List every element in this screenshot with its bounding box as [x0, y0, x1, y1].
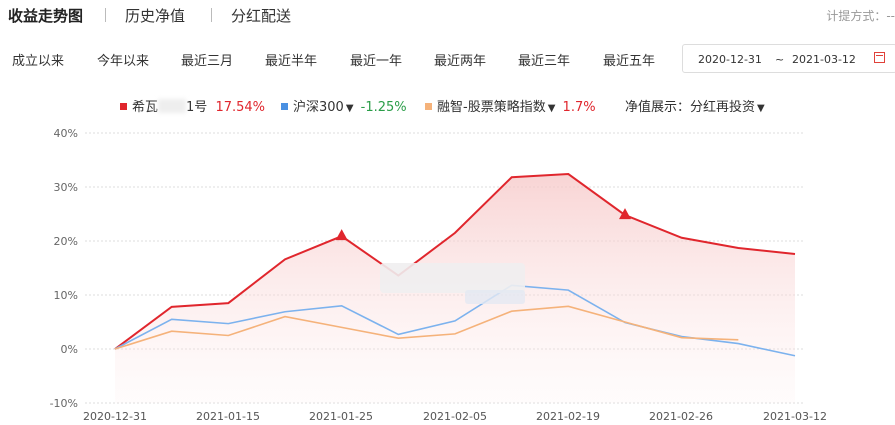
range-selector: 成立以来 今年以来 最近三月 最近半年 最近一年 最近两年 最近三年 最近五年	[0, 46, 895, 74]
tab-divider	[105, 8, 106, 22]
start-date[interactable]: 2020-12-31	[698, 53, 762, 66]
chevron-down-icon[interactable]: ▼	[547, 103, 556, 114]
tab-dividend[interactable]: 分红配送	[231, 7, 292, 25]
trade-marker[interactable]	[619, 208, 631, 220]
y-tick-label: 30%	[54, 181, 78, 194]
chevron-down-icon[interactable]: ▼	[757, 103, 765, 114]
range-1y[interactable]: 最近一年	[350, 54, 403, 69]
chevron-down-icon[interactable]: ▼	[345, 103, 354, 114]
y-tick-label: 10%	[54, 289, 78, 302]
x-axis: 2020-12-31 2021-01-15 2021-01-25 2021-02-05…	[83, 410, 827, 423]
range-6m[interactable]: 最近半年	[265, 54, 318, 69]
range-3m[interactable]: 最近三月	[181, 54, 234, 69]
x-tick-label: 2021-03-12	[763, 410, 827, 423]
x-tick-label: 2021-02-05	[423, 410, 487, 423]
tab-divider	[211, 8, 212, 22]
date-range-picker[interactable]: 2020-12-31 ~ 2021-03-12	[682, 44, 895, 73]
calendar-icon[interactable]	[874, 52, 885, 63]
trade-marker[interactable]	[335, 229, 348, 241]
range-5y[interactable]: 最近五年	[603, 54, 656, 69]
range-3y[interactable]: 最近三年	[518, 54, 571, 69]
tab-history-nav[interactable]: 历史净值	[125, 7, 186, 25]
range-2y[interactable]: 最近两年	[434, 54, 487, 69]
x-tick-label: 2021-01-25	[309, 410, 373, 423]
chart-legend: 希瓦 1号 17.54% 沪深300 ▼ -1.25% 融智-股票策略指数 ▼ 1.7…	[0, 95, 895, 115]
range-since-inception[interactable]: 成立以来	[12, 54, 65, 69]
tab-yield-trend[interactable]: 收益走势图	[8, 7, 84, 25]
accrual-method-text: 计提方式：--	[826, 9, 895, 23]
legend-fund-name-prefix: 希瓦	[132, 100, 159, 115]
legend-item-hs300[interactable]: 沪深300 ▼ -1.25%	[281, 96, 407, 115]
nav-display-selector[interactable]: 净值展示：分红再投资 ▼	[625, 96, 765, 115]
legend-hs300-name: 沪深300	[293, 100, 344, 115]
y-tick-label: 0%	[61, 343, 78, 356]
redaction-blur-block	[465, 290, 525, 304]
redaction-blur-overlay	[380, 263, 525, 304]
legend-strategy-value: 1.7%	[562, 100, 596, 115]
series-line-0	[114, 173, 796, 350]
redacted-name-blur	[158, 99, 187, 113]
legend-fund-value: 17.54%	[215, 100, 266, 115]
date-separator: ~	[775, 53, 785, 66]
legend-strategy-name: 融智-股票策略指数	[437, 100, 546, 115]
legend-hs300-value: -1.25%	[360, 100, 407, 115]
end-date[interactable]: 2021-03-12	[792, 53, 856, 66]
y-tick-label: 20%	[54, 235, 78, 248]
x-tick-label: 2020-12-31	[83, 410, 147, 423]
x-tick-label: 2021-01-15	[196, 410, 260, 423]
legend-fund-name-suffix: 1号	[186, 100, 208, 115]
x-tick-label: 2021-02-19	[536, 410, 600, 423]
legend-item-fund[interactable]: 希瓦 1号 17.54%	[120, 96, 265, 115]
series-line-1	[114, 284, 796, 357]
legend-fund-swatch	[120, 103, 127, 110]
line-layer	[114, 173, 796, 357]
nav-display-value: 分红再投资	[690, 100, 756, 115]
y-axis: 40% 30% 20% 10% 0% -10%	[50, 127, 78, 410]
series-line-2	[114, 305, 739, 350]
x-tick-label: 2021-02-26	[649, 410, 713, 423]
legend-strategy-swatch	[425, 103, 432, 110]
marker-layer	[335, 208, 631, 241]
legend-item-strategy[interactable]: 融智-股票策略指数 ▼ 1.7%	[425, 96, 596, 115]
range-ytd[interactable]: 今年以来	[97, 54, 150, 69]
legend-hs300-swatch	[281, 103, 288, 110]
y-tick-label: 40%	[54, 127, 78, 140]
nav-display-label: 净值展示：	[625, 100, 691, 115]
y-tick-label: -10%	[50, 397, 78, 410]
redaction-blur-block	[380, 263, 525, 293]
top-tabs: 收益走势图 历史净值 分红配送 计提方式：--	[0, 0, 895, 30]
